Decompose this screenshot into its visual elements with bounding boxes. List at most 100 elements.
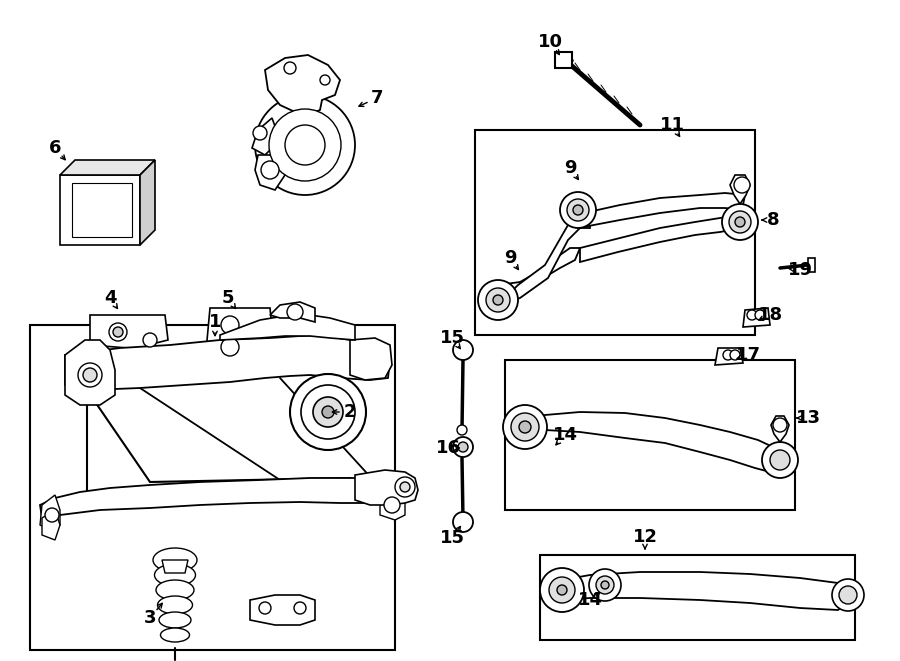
Circle shape [770,450,790,470]
Bar [540,555,855,640]
Polygon shape [40,478,390,518]
Circle shape [567,199,589,221]
Circle shape [78,363,102,387]
Circle shape [285,125,325,165]
Circle shape [113,327,123,337]
Circle shape [560,192,596,228]
Circle shape [755,310,765,320]
Circle shape [730,350,740,360]
Circle shape [511,413,539,441]
Circle shape [519,421,531,433]
Ellipse shape [155,564,195,586]
Text: 19: 19 [788,261,813,279]
Circle shape [294,602,306,614]
Polygon shape [65,340,115,405]
Text: 8: 8 [767,211,779,229]
Text: 17: 17 [735,346,760,364]
Bar [505,360,795,510]
Text: 10: 10 [537,33,562,51]
Polygon shape [498,215,590,305]
Polygon shape [350,338,392,380]
Polygon shape [525,412,782,472]
Polygon shape [808,258,815,272]
Text: 5: 5 [221,289,234,307]
Text: 15: 15 [439,529,464,547]
Polygon shape [60,175,140,245]
Circle shape [109,323,127,341]
Circle shape [596,576,614,594]
Circle shape [773,418,787,432]
Circle shape [734,177,750,193]
Text: 9: 9 [563,159,576,177]
Circle shape [384,497,400,513]
Circle shape [453,340,473,360]
Circle shape [143,333,157,347]
Polygon shape [60,160,155,175]
Polygon shape [65,335,390,390]
Circle shape [486,288,510,312]
Polygon shape [715,348,743,365]
Text: 13: 13 [796,409,821,427]
Circle shape [287,304,303,320]
Circle shape [322,406,334,418]
Bar [475,130,755,335]
Polygon shape [355,470,418,505]
Polygon shape [42,510,60,540]
Circle shape [221,316,239,334]
Text: 12: 12 [633,528,658,546]
Circle shape [255,95,355,195]
Circle shape [722,204,758,240]
Circle shape [573,205,583,215]
Circle shape [400,482,410,492]
Circle shape [259,602,271,614]
Polygon shape [250,595,315,625]
Circle shape [301,385,355,439]
Polygon shape [730,175,750,204]
Circle shape [832,579,864,611]
Circle shape [253,126,267,140]
Polygon shape [90,315,168,360]
Text: 14: 14 [578,591,602,609]
Circle shape [747,310,757,320]
Text: 9: 9 [504,249,517,267]
Circle shape [762,442,798,478]
Circle shape [45,508,59,522]
Polygon shape [255,155,285,190]
Circle shape [557,585,567,595]
Polygon shape [575,193,745,228]
Circle shape [589,569,621,601]
Circle shape [478,280,518,320]
Circle shape [540,568,584,612]
Text: 4: 4 [104,289,116,307]
Circle shape [313,397,343,427]
Polygon shape [771,416,789,442]
Polygon shape [40,495,60,530]
Text: 11: 11 [660,116,685,134]
Ellipse shape [160,628,190,642]
Ellipse shape [158,596,193,614]
Circle shape [221,338,239,356]
Polygon shape [220,315,355,340]
Text: 3: 3 [144,609,157,627]
Circle shape [493,295,503,305]
Circle shape [729,211,751,233]
Bar [30,325,395,650]
Circle shape [320,75,330,85]
Polygon shape [555,52,572,68]
Text: 6: 6 [49,139,61,157]
Circle shape [290,374,366,450]
Polygon shape [380,490,405,520]
Polygon shape [265,55,340,115]
Polygon shape [495,248,580,302]
Circle shape [453,437,473,457]
Circle shape [601,581,609,589]
Text: 18: 18 [758,306,783,324]
Polygon shape [252,118,280,155]
Polygon shape [162,560,188,573]
Circle shape [549,577,575,603]
Circle shape [839,586,857,604]
Polygon shape [72,183,132,237]
Ellipse shape [156,580,194,600]
Circle shape [261,161,279,179]
Circle shape [395,477,415,497]
